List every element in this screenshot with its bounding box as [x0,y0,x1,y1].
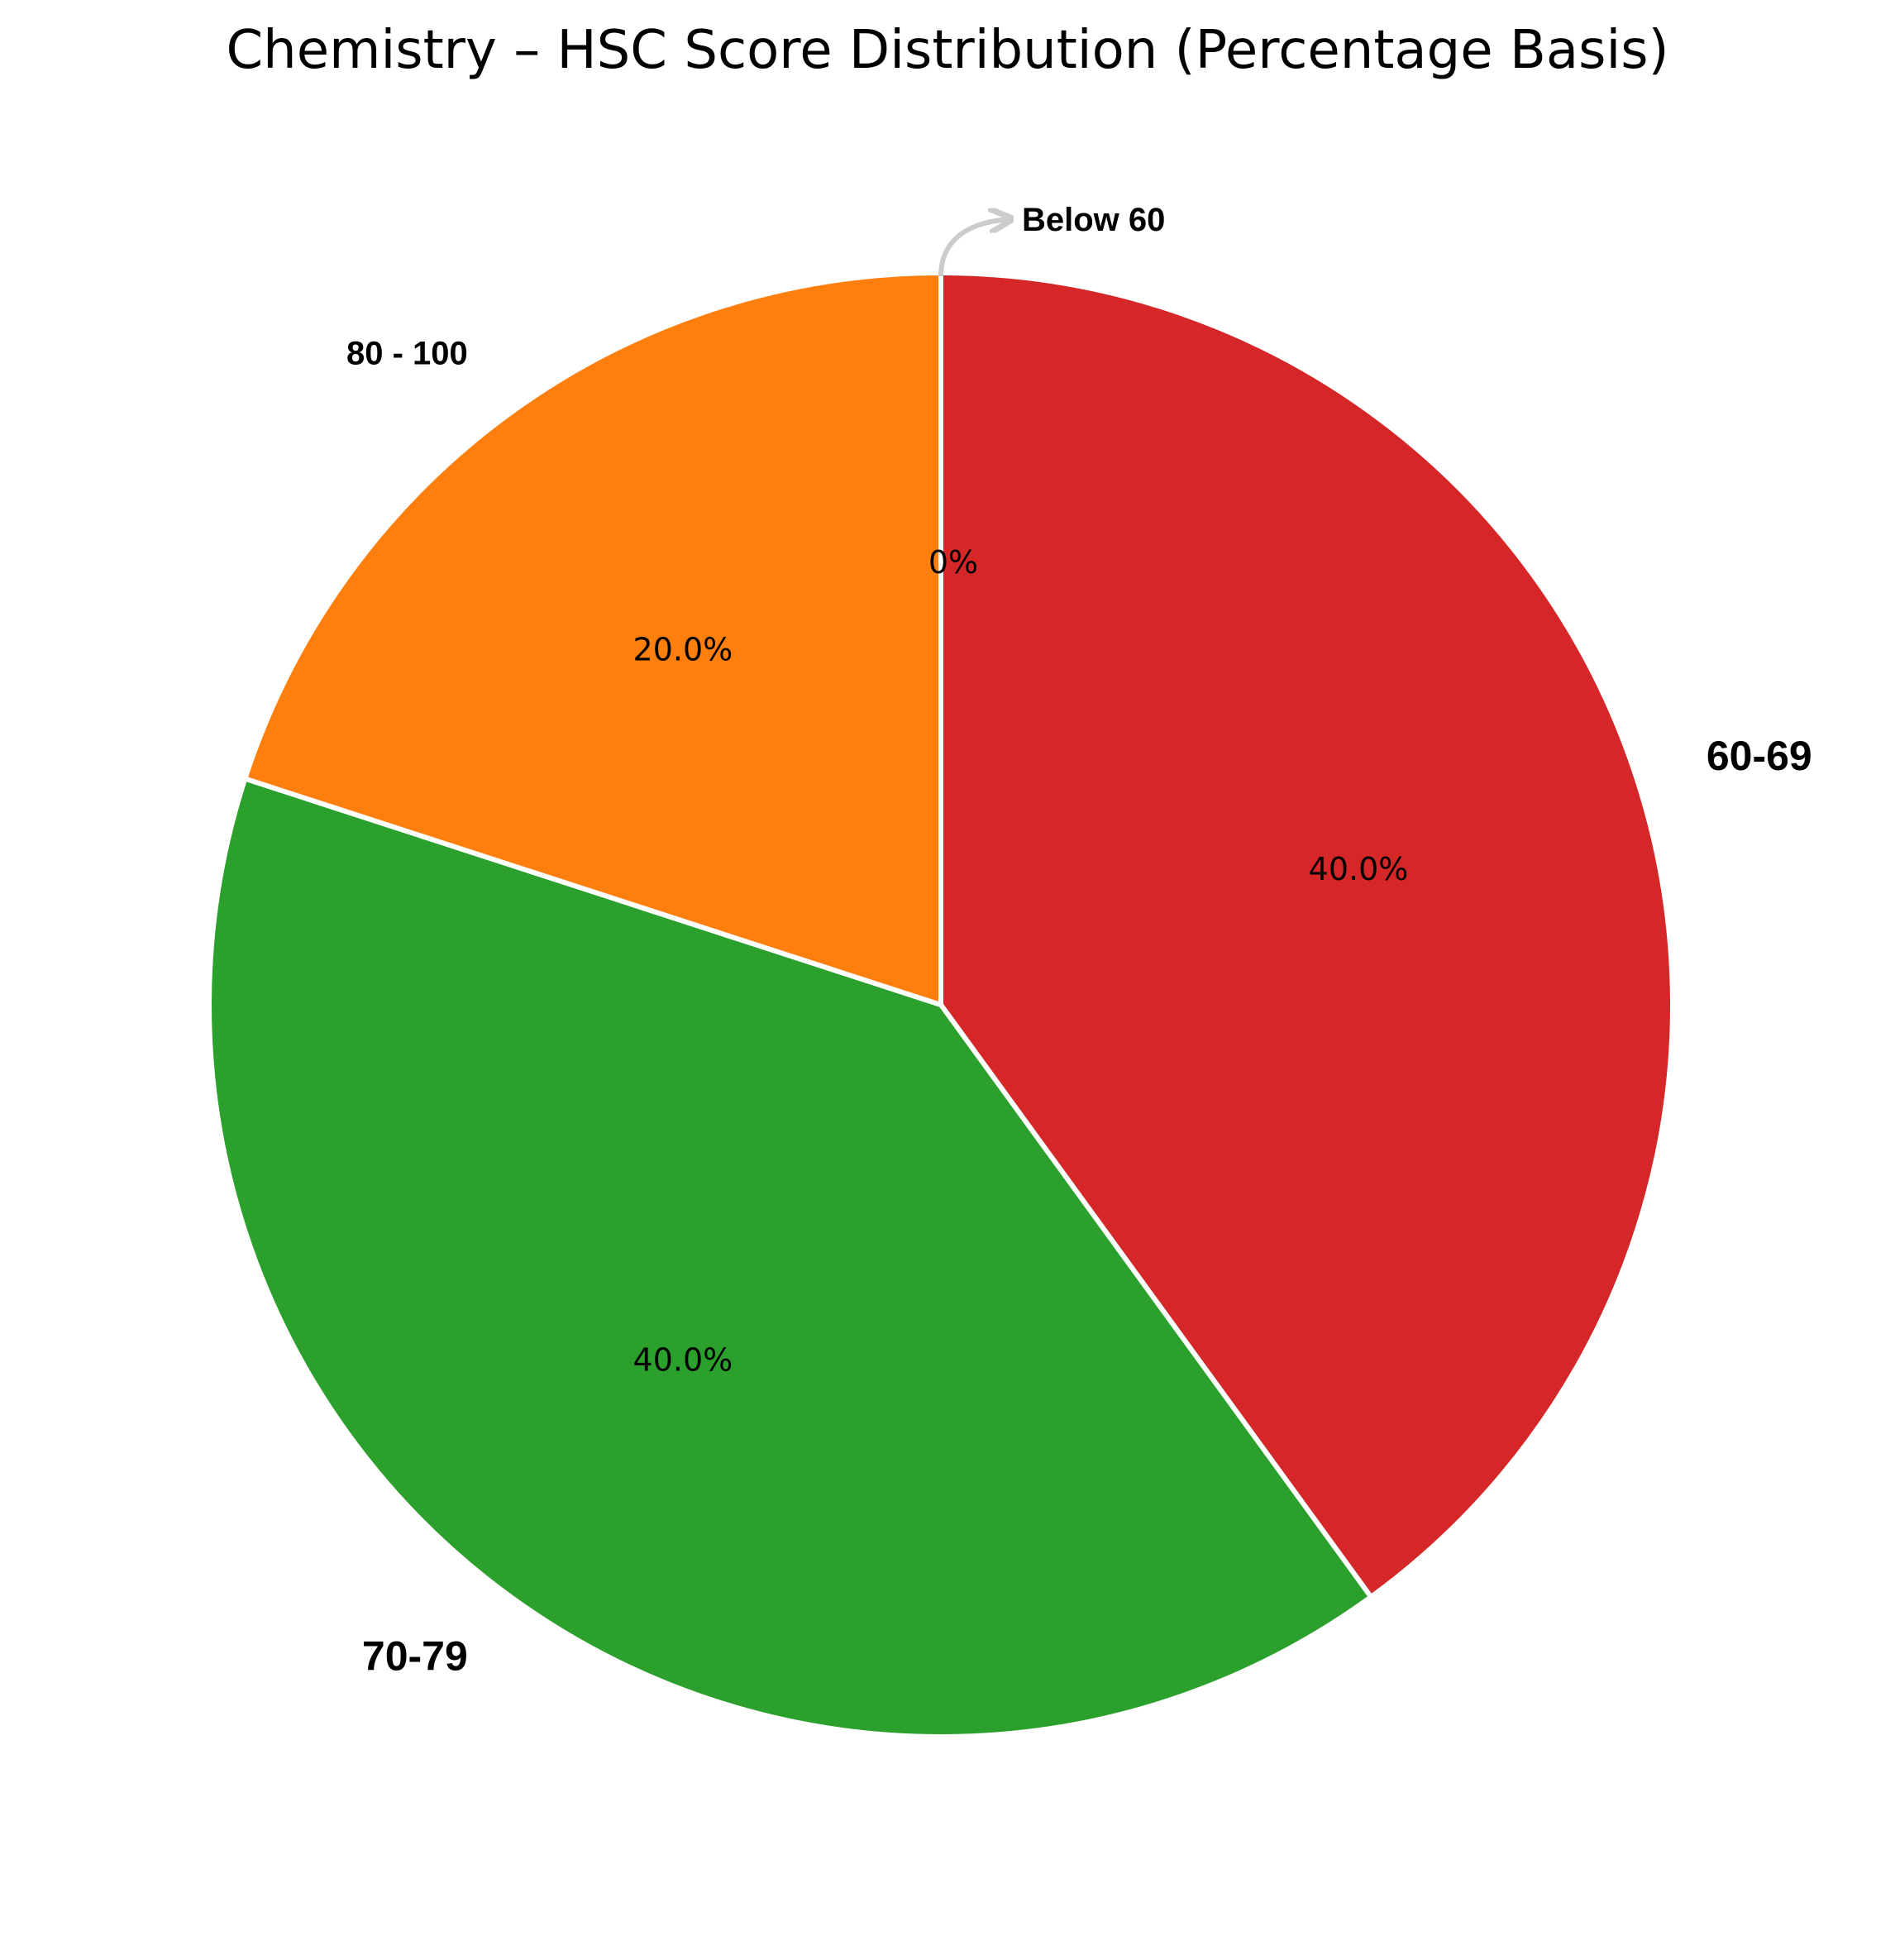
category-label-80-100: 80 - 100 [346,335,468,371]
pie-labels: 0% Below 60 40.0% 60-69 40.0% 70-79 20.0% 80 - … [346,202,1812,1680]
category-label-60-69: 60-69 [1706,733,1812,779]
pct-label-below-60: 0% [928,544,978,581]
pie-slices [207,270,1675,1739]
slice-80-100 [242,270,943,1007]
pct-label-60-69: 40.0% [1309,851,1409,887]
pct-label-80-100: 20.0% [633,631,733,667]
category-label-below-60: Below 60 [1022,202,1165,238]
category-label-70-79: 70-79 [362,1633,468,1680]
annotation-arrow [938,219,1009,277]
chart-title: Chemistry – HSC Score Distribution (Perc… [226,20,1668,81]
slice-60-69 [938,270,1675,1599]
slice-70-79 [207,776,1374,1739]
pct-label-70-79: 40.0% [633,1342,733,1379]
